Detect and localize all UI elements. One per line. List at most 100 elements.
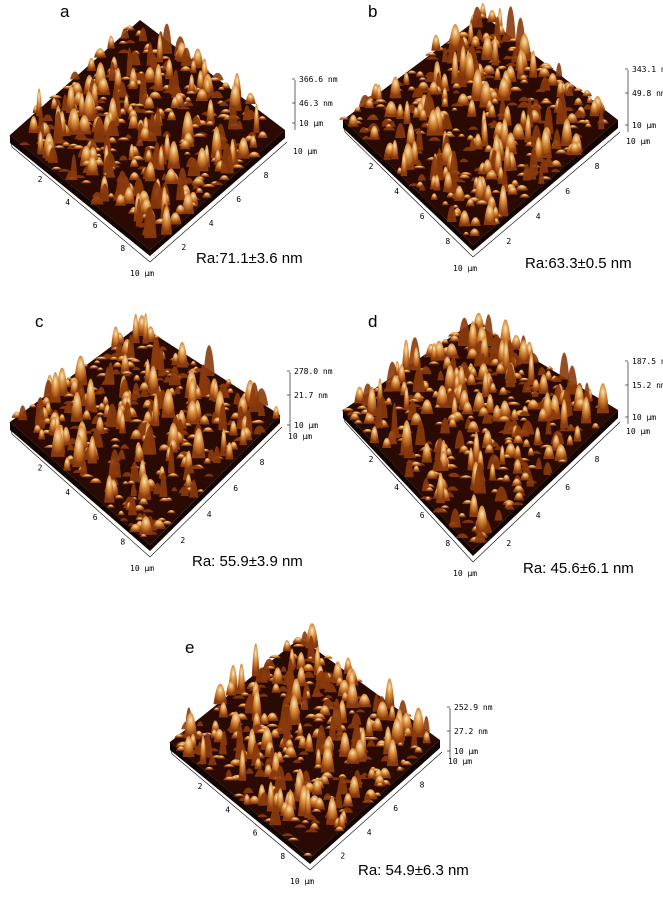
afm-3d-surface: 2 2 4 4 6 6 8 8 10 µm 10 µm 278.0 nm 21.7 nm 10 µm <box>9 312 333 573</box>
surface-feature <box>462 194 472 199</box>
surface-feature <box>369 426 380 444</box>
surface-feature <box>328 818 336 825</box>
surface-feature <box>171 487 178 492</box>
surface-feature <box>107 193 115 198</box>
surface-feature <box>555 62 563 77</box>
surface-feature <box>397 742 404 746</box>
surface-feature <box>504 437 514 441</box>
surface-feature <box>124 40 136 44</box>
surface-feature <box>93 105 105 111</box>
surface-feature <box>589 99 600 117</box>
surface-feature <box>531 379 541 391</box>
surface-feature <box>481 65 496 74</box>
surface-feature <box>474 50 482 54</box>
surface-feature <box>573 425 582 442</box>
surface-feature <box>251 643 260 677</box>
surface-feature <box>472 431 481 465</box>
surface-feature <box>191 177 206 186</box>
surface-feature <box>258 693 269 697</box>
surface-feature <box>119 517 128 521</box>
surface-feature <box>501 34 510 42</box>
surface-feature <box>218 403 228 431</box>
surface-feature <box>311 779 323 795</box>
surface-feature <box>144 149 153 162</box>
surface-feature <box>311 808 322 812</box>
surface-feature <box>386 739 399 767</box>
x-tick-label: 6 <box>93 513 98 522</box>
surface-feature <box>203 345 215 377</box>
surface-feature <box>568 141 582 156</box>
surface-feature <box>342 793 354 807</box>
surface-feature <box>555 92 568 125</box>
surface-feature <box>258 116 267 120</box>
surface-feature <box>455 72 467 88</box>
surface-feature <box>245 93 256 105</box>
surface-feature <box>390 139 399 160</box>
y-tick-label: 2 <box>180 536 185 545</box>
surface-feature <box>80 474 94 478</box>
surface-feature <box>61 141 71 146</box>
surface-feature <box>50 372 61 403</box>
surface-feature <box>233 793 245 797</box>
surface-feature <box>412 465 420 472</box>
surface-feature <box>190 60 197 73</box>
surface-feature <box>459 158 469 163</box>
surface-feature <box>446 205 457 222</box>
surface-feature <box>382 126 396 131</box>
surface-feature <box>63 393 75 397</box>
z-unit-label: 10 µm <box>632 413 656 422</box>
surface-feature <box>145 79 157 83</box>
surface-feature <box>196 489 205 493</box>
surface-feature <box>186 90 197 95</box>
surface-feature <box>375 104 386 108</box>
surface-feature <box>138 498 149 505</box>
surface-feature <box>473 462 487 494</box>
surface-feature <box>113 67 123 90</box>
surface-feature <box>213 707 220 711</box>
surface-feature <box>254 769 266 777</box>
surface-feature <box>238 749 247 781</box>
surface-feature <box>467 447 475 471</box>
x-axis-label: 10 µm <box>453 569 477 578</box>
surface-feature <box>253 425 266 433</box>
surface-feature <box>484 144 494 152</box>
z-unit-label: 10 µm <box>632 121 656 130</box>
roughness-label: Ra: 45.6±6.1 nm <box>523 560 634 577</box>
surface-feature <box>401 760 413 766</box>
surface-feature <box>157 345 165 377</box>
surface-feature <box>143 96 155 109</box>
surface-feature <box>77 137 91 141</box>
surface-feature <box>531 390 539 397</box>
surface-feature <box>369 125 380 140</box>
surface-feature <box>351 713 362 725</box>
surface-feature <box>210 126 223 159</box>
surface-feature <box>302 663 315 672</box>
y-axis-label: 10 µm <box>626 427 650 436</box>
surface-feature <box>464 52 476 84</box>
surface-feature <box>130 429 142 440</box>
surface-feature <box>449 473 461 478</box>
surface-feature <box>363 413 376 424</box>
surface-feature <box>125 134 132 139</box>
surface-feature <box>280 666 287 672</box>
surface-feature <box>212 445 221 464</box>
surface-feature <box>512 485 525 493</box>
surface-feature <box>421 122 428 128</box>
surface-feature <box>128 79 137 89</box>
surface-feature <box>430 343 438 361</box>
surface-feature <box>220 109 232 113</box>
surface-feature <box>147 113 157 142</box>
surface-feature <box>339 732 351 757</box>
x-tick-label: 6 <box>253 829 258 838</box>
surface-feature <box>166 473 180 477</box>
surface-feature <box>272 667 284 684</box>
surface-feature <box>18 142 31 146</box>
surface-feature <box>468 428 477 433</box>
surface-feature <box>131 313 140 344</box>
surface-feature <box>147 365 160 394</box>
surface-feature <box>396 766 403 771</box>
roughness-label: Ra:71.1±3.6 nm <box>196 250 303 267</box>
surface-feature <box>304 787 312 819</box>
surface-feature <box>317 683 329 689</box>
